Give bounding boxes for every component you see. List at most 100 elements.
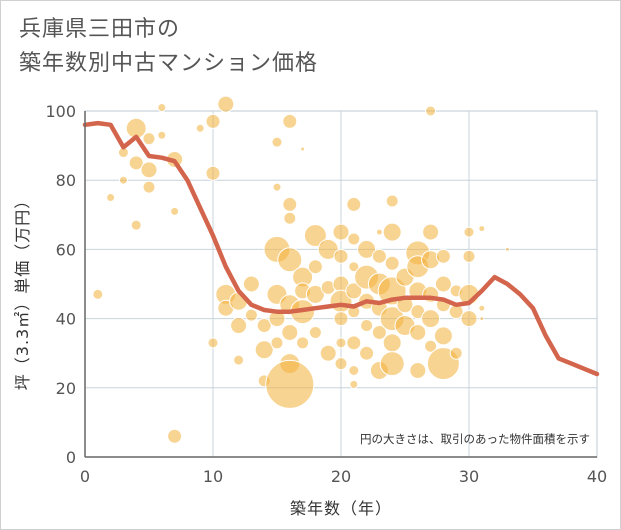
data-bubble xyxy=(359,345,375,361)
data-bubble xyxy=(170,206,180,216)
data-bubble xyxy=(157,103,167,113)
x-tick-label: 0 xyxy=(80,467,90,486)
y-tick-label: 100 xyxy=(45,102,76,121)
x-axis-label: 築年数（年） xyxy=(290,499,392,518)
data-bubble xyxy=(346,335,362,351)
data-bubble xyxy=(433,326,453,346)
data-bubble xyxy=(207,337,219,349)
data-bubble xyxy=(348,365,360,376)
data-bubble xyxy=(277,247,303,273)
data-bubble xyxy=(349,379,359,389)
data-bubble xyxy=(205,165,221,181)
data-bubble xyxy=(434,275,452,293)
chart-title-line-2: 築年数別中古マンション価格 xyxy=(19,51,319,76)
chart-title: 兵庫県三田市の 築年数別中古マンション価格 xyxy=(19,13,318,81)
data-bubble xyxy=(106,193,116,202)
data-bubble xyxy=(167,428,183,444)
trend-line xyxy=(82,120,600,377)
data-bubble xyxy=(357,239,377,259)
data-bubble xyxy=(296,336,310,350)
data-bubble xyxy=(421,309,441,329)
y-tick-label: 60 xyxy=(56,240,76,259)
data-bubble xyxy=(449,346,463,360)
data-bubble xyxy=(382,222,402,242)
x-tick-label: 30 xyxy=(459,467,479,486)
data-bubble xyxy=(333,311,349,327)
data-bubble xyxy=(371,248,387,264)
data-bubble xyxy=(242,275,260,293)
y-tick-label: 40 xyxy=(56,310,76,329)
data-bubble xyxy=(305,284,325,304)
data-bubble xyxy=(283,211,297,225)
data-bubble xyxy=(128,155,144,171)
data-bubble xyxy=(130,219,142,231)
data-bubble xyxy=(360,319,374,333)
data-bubble xyxy=(334,357,348,371)
data-bubble xyxy=(424,339,438,353)
data-bubble xyxy=(256,318,272,334)
bubble-series xyxy=(92,95,510,444)
data-bubble xyxy=(319,344,337,362)
data-bubble xyxy=(270,336,284,350)
data-bubble xyxy=(462,249,476,263)
data-bubble xyxy=(347,232,361,246)
data-bubble xyxy=(346,196,362,212)
size-legend-note: 円の大きさは、取引のあった物件面積を示す xyxy=(360,432,590,446)
data-bubble xyxy=(195,123,205,133)
data-bubble xyxy=(478,225,486,233)
data-bubble xyxy=(230,317,248,335)
data-bubble xyxy=(157,130,167,140)
data-bubble xyxy=(463,226,475,238)
x-tick-label: 10 xyxy=(203,467,223,486)
data-bubble xyxy=(254,340,274,360)
data-bubble xyxy=(282,196,298,212)
data-bubble xyxy=(375,228,383,236)
data-bubble xyxy=(409,323,427,341)
data-bubble xyxy=(384,255,400,271)
axes xyxy=(84,111,597,458)
data-bubble xyxy=(303,224,327,248)
y-tick-label: 0 xyxy=(66,448,76,467)
data-bubble xyxy=(244,308,258,322)
y-tick-label: 80 xyxy=(56,171,76,190)
trend-line-series xyxy=(82,120,600,377)
data-bubble xyxy=(271,136,283,148)
data-bubble xyxy=(479,316,485,322)
data-bubble xyxy=(422,223,440,241)
data-bubble xyxy=(348,261,360,273)
data-bubble xyxy=(308,325,322,339)
data-bubble xyxy=(332,223,350,241)
data-bubble xyxy=(233,354,245,366)
data-bubble xyxy=(281,323,299,341)
y-tick-label: 20 xyxy=(56,379,76,398)
data-bubble xyxy=(345,282,363,300)
x-tick-label: 20 xyxy=(331,467,351,486)
data-bubble xyxy=(205,113,221,129)
data-bubble xyxy=(142,132,156,146)
data-bubble xyxy=(460,310,478,328)
data-bubble xyxy=(92,288,104,300)
data-bubble xyxy=(425,105,437,117)
data-bubble xyxy=(435,248,451,264)
y-axis-label: 坪（3.3㎡）単価（万円） xyxy=(13,192,32,390)
data-bubble xyxy=(333,248,349,264)
data-bubble xyxy=(300,146,306,152)
data-bubble xyxy=(142,180,156,194)
data-bubble xyxy=(307,259,323,275)
data-bubble xyxy=(217,95,235,113)
data-bubble xyxy=(478,304,486,312)
data-bubble xyxy=(409,362,427,379)
data-bubble xyxy=(385,194,399,208)
x-tick-label: 40 xyxy=(587,467,607,486)
chart-title-line-1: 兵庫県三田市の xyxy=(19,17,181,42)
data-bubble xyxy=(140,161,158,179)
data-bubble xyxy=(504,246,510,252)
x-axis-ticks: 0 10 20 30 40 xyxy=(80,467,607,486)
y-axis-ticks: 0 20 40 60 80 100 xyxy=(45,102,76,467)
data-bubble xyxy=(265,359,315,409)
data-bubble xyxy=(282,113,298,129)
data-bubble xyxy=(335,337,347,349)
data-bubble xyxy=(118,175,128,185)
